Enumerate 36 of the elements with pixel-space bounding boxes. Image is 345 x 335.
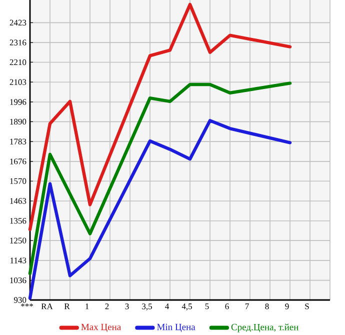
y-tick-label: 1890 (10, 118, 26, 125)
x-tick-label: 1 (86, 304, 89, 310)
y-tick-label: 1783 (10, 138, 26, 144)
legend-label: Max Цена (81, 324, 121, 332)
line-series (28, 2, 292, 232)
y-tick-label: 930 (14, 297, 26, 303)
x-tick-label: 3,5 (142, 304, 152, 310)
x-tick-label: 8 (265, 304, 269, 310)
x-tick-label: *** (21, 304, 33, 307)
x-tick-label: 7 (245, 304, 249, 310)
x-tick-label: 4 (165, 304, 169, 310)
y-tick-label: 1463 (10, 198, 26, 204)
x-tick-label: 3 (125, 304, 129, 310)
x-tick-label: S (305, 304, 309, 310)
x-tick-label: 9 (285, 304, 289, 310)
y-tick-label: 1250 (10, 238, 26, 244)
legend-label: Сред.Цена, т.йен (231, 324, 298, 332)
legend-label: Min Цена (157, 324, 196, 332)
x-tick-label: 2 (105, 304, 109, 310)
y-tick-label: 1143 (10, 258, 26, 264)
x-tick-label: R (64, 304, 70, 310)
line-series (28, 118, 292, 300)
y-tick-label: 2103 (10, 79, 26, 85)
y-tick-label: 1676 (10, 158, 26, 164)
y-tick-label: 1036 (10, 277, 26, 284)
y-tick-label: 2210 (10, 59, 26, 66)
x-tick-label: 4,5 (182, 304, 192, 310)
y-tick-label: 1996 (10, 99, 26, 105)
x-tick-label: 5 (205, 304, 209, 310)
y-tick-label: 1356 (10, 218, 26, 224)
x-tick-label: RA (41, 304, 53, 310)
x-tick-label: 6 (225, 304, 229, 310)
y-tick-label: 2316 (10, 40, 26, 46)
line-series (28, 82, 292, 276)
y-tick-label: 1570 (10, 178, 26, 184)
y-tick-label: 2423 (10, 20, 26, 26)
